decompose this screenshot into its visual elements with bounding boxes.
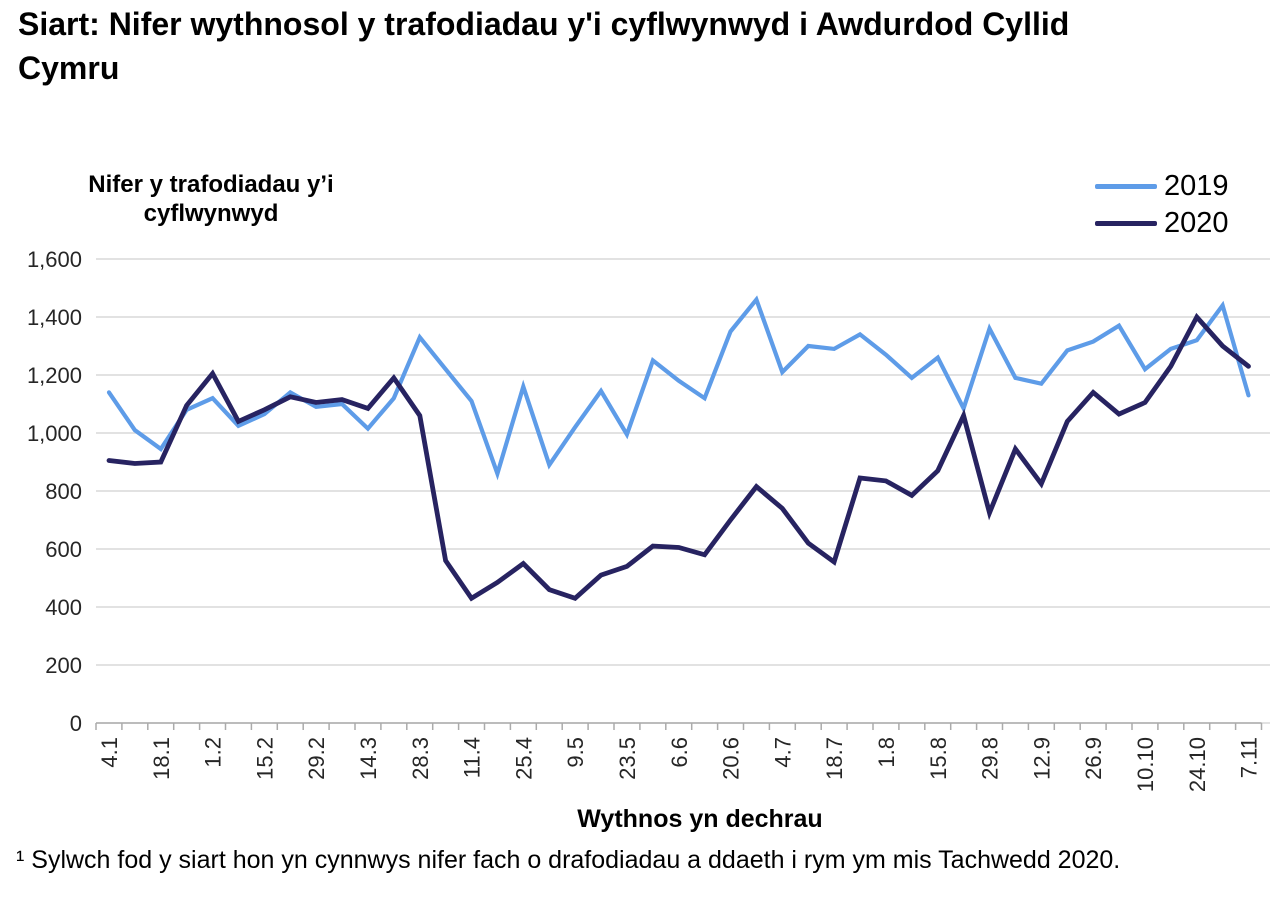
x-tick-label: 15.8 xyxy=(926,737,951,780)
legend-item-2019: 2019 xyxy=(1095,168,1229,205)
y-tick-label: 1,000 xyxy=(27,421,82,446)
x-tick-label: 10.10 xyxy=(1133,737,1158,792)
x-tick-label: 26.9 xyxy=(1081,737,1106,780)
y-tick-label: 1,400 xyxy=(27,305,82,330)
x-tick-label: 28.3 xyxy=(408,737,433,780)
legend-item-2020: 2020 xyxy=(1095,205,1229,242)
series-line-2019 xyxy=(106,295,1251,481)
y-tick-label: 1,200 xyxy=(27,363,82,388)
y-tick-label: 800 xyxy=(45,479,82,504)
y-tick-label: 200 xyxy=(45,653,82,678)
x-tick-label: 20.6 xyxy=(719,737,744,780)
series-line-2020 xyxy=(106,312,1251,602)
x-tick-label: 14.3 xyxy=(356,737,381,780)
y-tick-label: 600 xyxy=(45,537,82,562)
y-tick-label: 0 xyxy=(70,711,82,736)
y-axis-title: Nifer y trafodiadau y’i cyflwynwyd xyxy=(88,171,334,228)
x-axis-title: Wythnos yn dechrau xyxy=(577,805,823,833)
x-tick-label: 29.2 xyxy=(304,737,329,780)
x-tick-label: 1.2 xyxy=(201,737,226,768)
legend-swatch-2019-icon xyxy=(1095,184,1157,189)
footnote: ¹ Sylwch fod y siart hon yn cynnwys nife… xyxy=(16,846,1121,874)
x-tick-label: 4.1 xyxy=(97,737,122,768)
x-tick-label: 18.7 xyxy=(822,737,847,780)
x-tick-label: 18.1 xyxy=(149,737,174,780)
chart-title: Siart: Nifer wythnosol y trafodiadau y'i… xyxy=(18,6,1070,87)
legend-label-2020: 2020 xyxy=(1164,207,1229,239)
x-tick-label: 12.9 xyxy=(1029,737,1054,780)
x-tick-label: 1.8 xyxy=(874,737,899,768)
x-tick-label: 4.7 xyxy=(770,737,795,768)
legend: 2019 2020 xyxy=(1095,168,1229,242)
y-tick-label: 1,600 xyxy=(27,247,82,272)
x-tick-label: 24.10 xyxy=(1185,737,1210,792)
x-tick-label: 23.5 xyxy=(615,737,640,780)
x-tick-label: 7.11 xyxy=(1237,737,1262,778)
y-tick-label: 400 xyxy=(45,595,82,620)
x-tick-label: 29.8 xyxy=(978,737,1003,780)
legend-label-2019: 2019 xyxy=(1164,170,1229,202)
legend-swatch-2020-icon xyxy=(1095,221,1157,226)
x-tick-label: 15.2 xyxy=(252,737,277,780)
x-tick-label: 6.6 xyxy=(667,737,692,768)
x-tick-label: 9.5 xyxy=(563,737,588,768)
x-tick-label: 11.4 xyxy=(460,737,485,778)
x-tick-label: 25.4 xyxy=(511,737,536,780)
